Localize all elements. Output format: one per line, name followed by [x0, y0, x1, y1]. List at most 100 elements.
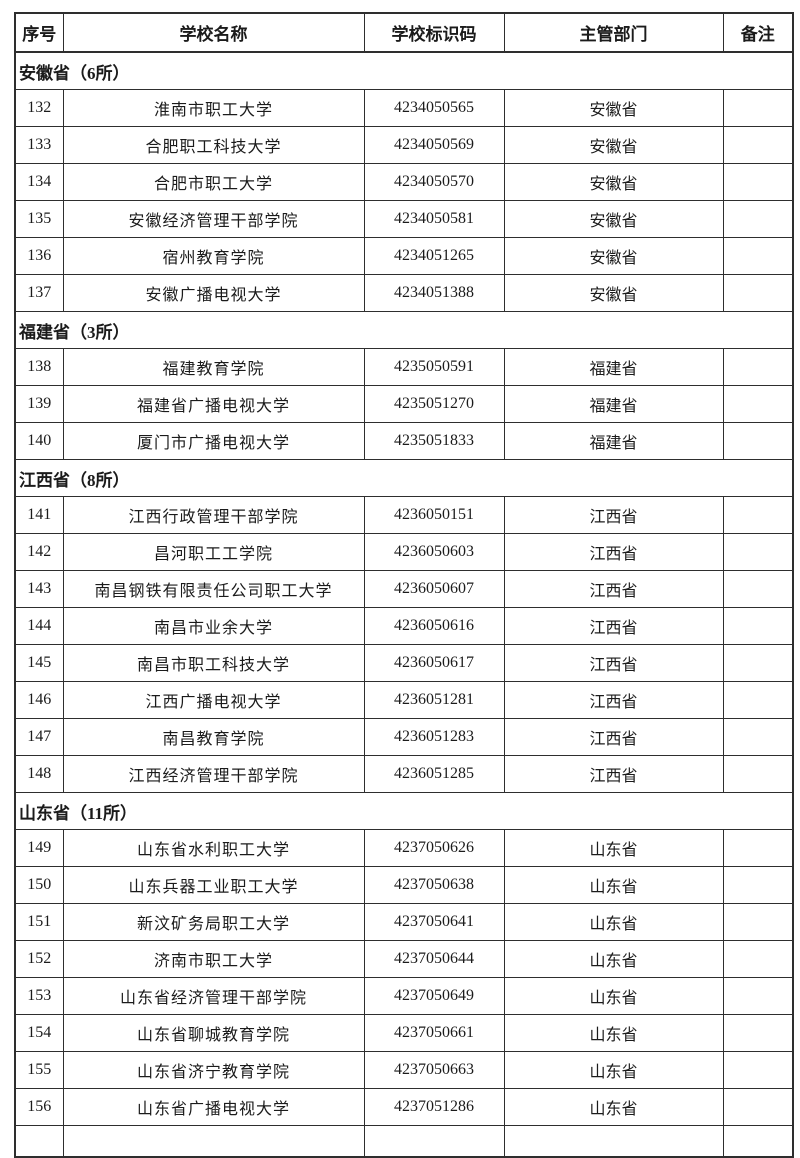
cell-department: 山东省 — [503, 903, 724, 941]
cell-school-name: 安徽经济管理干部学院 — [62, 200, 365, 238]
table-row: 139 福建省广播电视大学 4235051270 福建省 — [14, 385, 794, 423]
cell-serial-number: 145 — [14, 644, 64, 682]
cell-remark — [722, 274, 794, 312]
cell-department: 江西省 — [503, 755, 724, 793]
cell-department: 安徽省 — [503, 274, 724, 312]
cell-department: 安徽省 — [503, 200, 724, 238]
cell-school-code: 4237050649 — [363, 977, 505, 1015]
cell-school-name: 厦门市广播电视大学 — [62, 422, 365, 460]
cell-school-name: 山东省水利职工大学 — [62, 829, 365, 867]
cell-department: 江西省 — [503, 681, 724, 719]
cell-school-code: 4234050581 — [363, 200, 505, 238]
cell-serial-number: 154 — [14, 1014, 64, 1052]
table-row: 141 江西行政管理干部学院 4236050151 江西省 — [14, 496, 794, 534]
table-row: 152 济南市职工大学 4237050644 山东省 — [14, 940, 794, 978]
cell-school-name: 福建省广播电视大学 — [62, 385, 365, 423]
table-row: 134 合肥市职工大学 4234050570 安徽省 — [14, 163, 794, 201]
cell-remark — [722, 89, 794, 127]
cell-remark — [722, 940, 794, 978]
cell-school-code: 4235051270 — [363, 385, 505, 423]
table-row: 140 厦门市广播电视大学 4235051833 福建省 — [14, 422, 794, 460]
province-section-row: 安徽省（6所） — [14, 51, 794, 90]
cell-remark — [722, 570, 794, 608]
cell-department: 山东省 — [503, 1088, 724, 1126]
cell-department: 江西省 — [503, 533, 724, 571]
table-row: 154 山东省聊城教育学院 4237050661 山东省 — [14, 1014, 794, 1052]
cell-department: 福建省 — [503, 422, 724, 460]
cell-remark — [722, 681, 794, 719]
cell-serial-number: 140 — [14, 422, 64, 460]
cell-remark — [722, 422, 794, 460]
cell-remark — [722, 866, 794, 904]
cell-serial-number: 135 — [14, 200, 64, 238]
cell-remark — [722, 1014, 794, 1052]
cell-school-name: 宿州教育学院 — [62, 237, 365, 275]
cell-school-code: 4236050616 — [363, 607, 505, 645]
table-row: 151 新汶矿务局职工大学 4237050641 山东省 — [14, 903, 794, 941]
cell-school-code: 4236050617 — [363, 644, 505, 682]
cell-department: 安徽省 — [503, 237, 724, 275]
cell-department: 山东省 — [503, 1051, 724, 1089]
cell-department: 福建省 — [503, 348, 724, 386]
cell-school-code: 4236051285 — [363, 755, 505, 793]
cell-school-name: 山东省聊城教育学院 — [62, 1014, 365, 1052]
cell-school-name: 山东省济宁教育学院 — [62, 1051, 365, 1089]
cell-school-name: 新汶矿务局职工大学 — [62, 903, 365, 941]
cell-school-name: 南昌市职工科技大学 — [62, 644, 365, 682]
table-row: 144 南昌市业余大学 4236050616 江西省 — [14, 607, 794, 645]
cell-remark — [722, 237, 794, 275]
cell-serial-number: 132 — [14, 89, 64, 127]
cell-school-code: 4236051281 — [363, 681, 505, 719]
cell-remark — [722, 1088, 794, 1126]
cell-school-code: 4234051388 — [363, 274, 505, 312]
cell-school-code: 4234051265 — [363, 237, 505, 275]
cell-department: 江西省 — [503, 570, 724, 608]
cell-serial-number: 138 — [14, 348, 64, 386]
cell-school-code: 4234050570 — [363, 163, 505, 201]
cell-serial-number: 133 — [14, 126, 64, 164]
table-row: 150 山东兵器工业职工大学 4237050638 山东省 — [14, 866, 794, 904]
cell-school-name: 江西行政管理干部学院 — [62, 496, 365, 534]
table-row: 137 安徽广播电视大学 4234051388 安徽省 — [14, 274, 794, 312]
cell-school-name: 江西经济管理干部学院 — [62, 755, 365, 793]
cell-serial-number: 155 — [14, 1051, 64, 1089]
province-section-title: 福建省（3所） — [14, 311, 794, 349]
cell-serial-number: 136 — [14, 237, 64, 275]
header-school-code: 学校标识码 — [363, 12, 505, 53]
cell-remark — [722, 644, 794, 682]
province-section-title: 安徽省（6所） — [14, 51, 794, 90]
empty-cell — [722, 1125, 794, 1157]
cell-department: 山东省 — [503, 866, 724, 904]
cell-remark — [722, 385, 794, 423]
province-section-title: 江西省（8所） — [14, 459, 794, 497]
cell-remark — [722, 533, 794, 571]
cell-department: 山东省 — [503, 829, 724, 867]
cell-department: 江西省 — [503, 644, 724, 682]
cell-school-name: 山东省经济管理干部学院 — [62, 977, 365, 1015]
header-school-name: 学校名称 — [62, 12, 365, 53]
cell-school-code: 4237050638 — [363, 866, 505, 904]
cell-serial-number: 153 — [14, 977, 64, 1015]
cell-school-name: 南昌教育学院 — [62, 718, 365, 756]
partial-cutoff-row — [14, 1125, 794, 1157]
cell-school-code: 4236050603 — [363, 533, 505, 571]
cell-school-name: 福建教育学院 — [62, 348, 365, 386]
cell-department: 山东省 — [503, 940, 724, 978]
cell-school-code: 4235051833 — [363, 422, 505, 460]
table-row: 145 南昌市职工科技大学 4236050617 江西省 — [14, 644, 794, 682]
cell-department: 江西省 — [503, 607, 724, 645]
cell-school-name: 山东兵器工业职工大学 — [62, 866, 365, 904]
cell-school-code: 4234050565 — [363, 89, 505, 127]
cell-school-code: 4237050626 — [363, 829, 505, 867]
cell-serial-number: 146 — [14, 681, 64, 719]
cell-remark — [722, 200, 794, 238]
table-row: 142 昌河职工工学院 4236050603 江西省 — [14, 533, 794, 571]
cell-serial-number: 151 — [14, 903, 64, 941]
cell-school-code: 4236051283 — [363, 718, 505, 756]
cell-serial-number: 147 — [14, 718, 64, 756]
cell-school-name: 合肥市职工大学 — [62, 163, 365, 201]
cell-serial-number: 134 — [14, 163, 64, 201]
cell-school-code: 4236050607 — [363, 570, 505, 608]
cell-school-code: 4235050591 — [363, 348, 505, 386]
cell-school-code: 4234050569 — [363, 126, 505, 164]
